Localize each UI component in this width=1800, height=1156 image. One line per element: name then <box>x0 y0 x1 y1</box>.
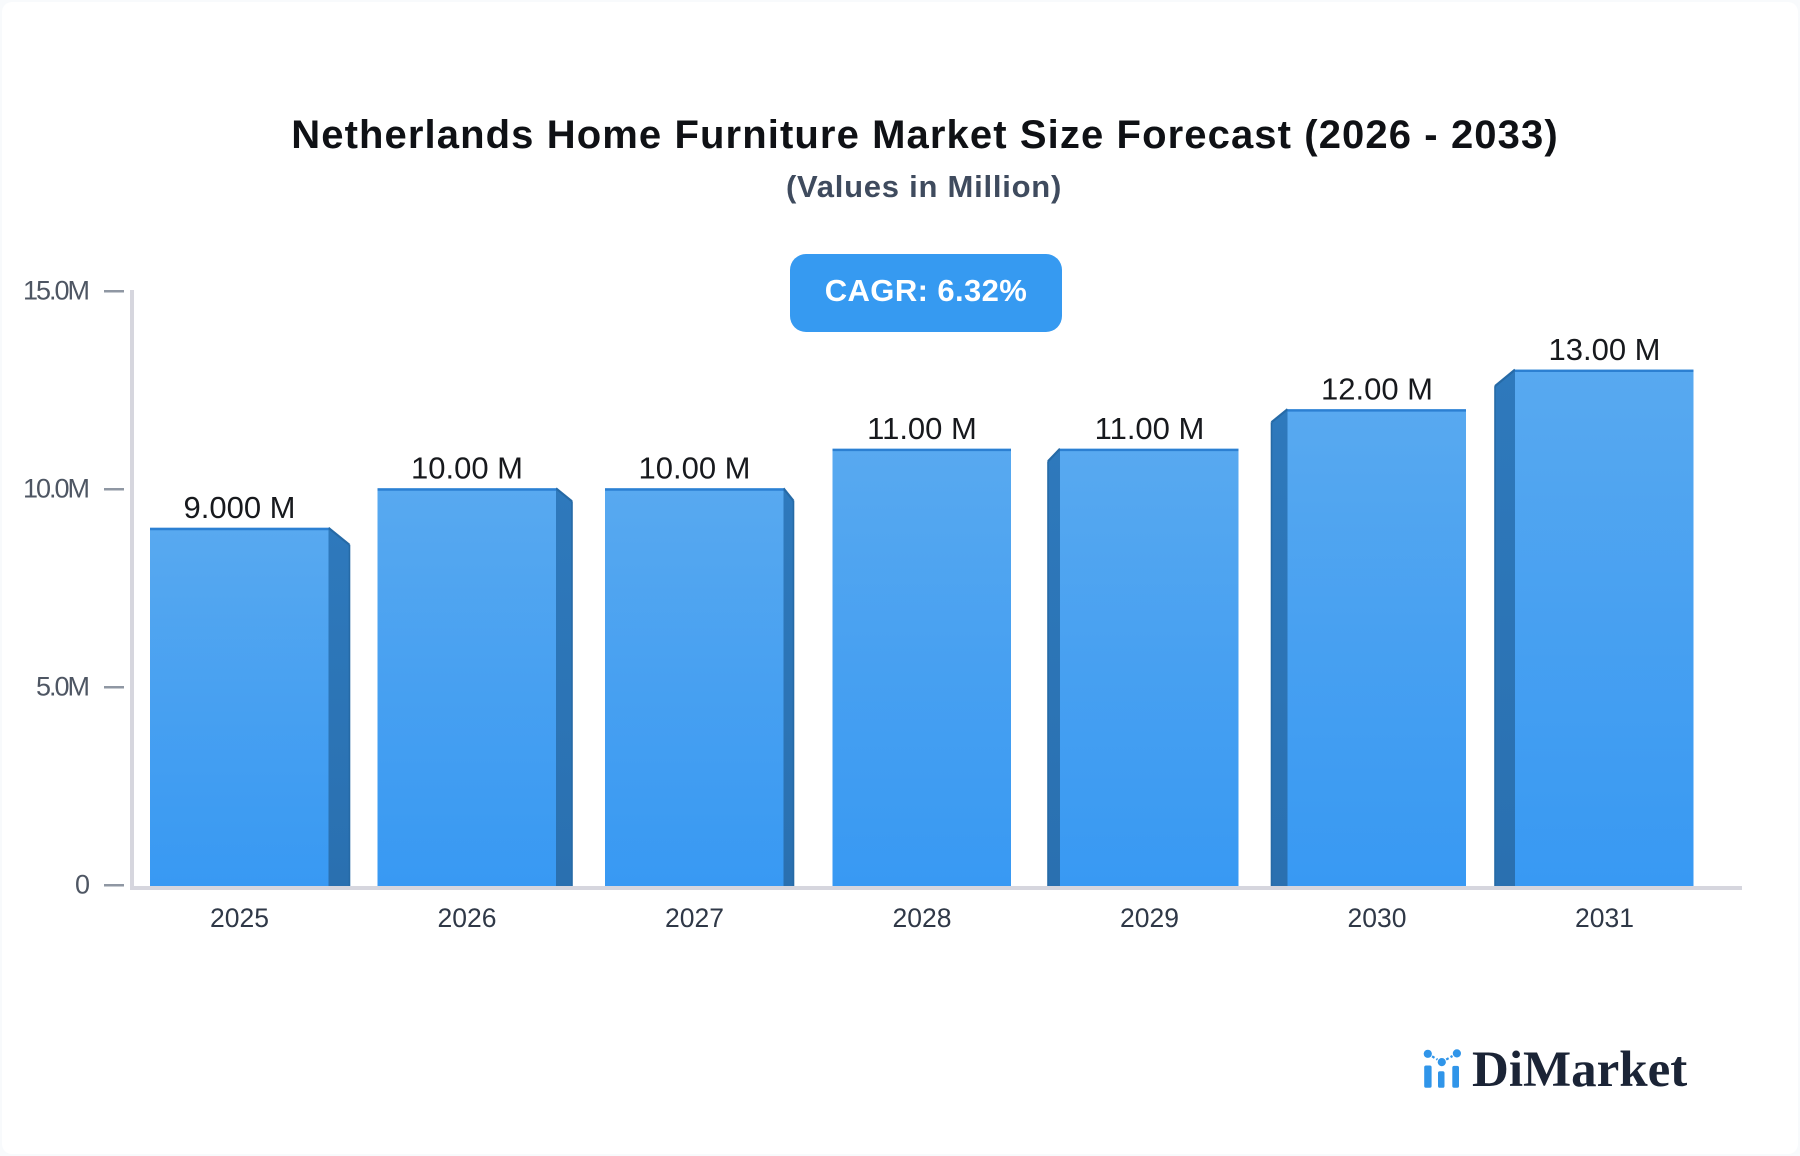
svg-text:15.0M: 15.0M <box>23 276 89 306</box>
svg-text:5.0M: 5.0M <box>36 672 89 702</box>
svg-text:2025: 2025 <box>210 903 269 933</box>
svg-text:DiMarket: DiMarket <box>1472 1042 1687 1098</box>
svg-text:10.00 M: 10.00 M <box>638 451 750 486</box>
svg-text:(Values in Million): (Values in Million) <box>786 169 1062 204</box>
svg-text:13.00 M: 13.00 M <box>1548 332 1660 367</box>
svg-text:9.000 M: 9.000 M <box>183 490 295 525</box>
svg-text:Netherlands Home Furniture Mar: Netherlands Home Furniture Market Size F… <box>291 113 1559 157</box>
svg-text:10.00 M: 10.00 M <box>411 451 523 486</box>
svg-text:CAGR: 6.32%: CAGR: 6.32% <box>825 273 1028 308</box>
svg-text:0: 0 <box>75 870 89 900</box>
svg-text:10.0M: 10.0M <box>23 474 89 504</box>
svg-text:12.00 M: 12.00 M <box>1321 372 1433 407</box>
svg-text:11.00 M: 11.00 M <box>867 411 977 446</box>
svg-text:2030: 2030 <box>1348 903 1407 933</box>
svg-text:2027: 2027 <box>665 903 724 933</box>
svg-text:2029: 2029 <box>1120 903 1179 933</box>
svg-text:2028: 2028 <box>893 903 952 933</box>
svg-text:2026: 2026 <box>438 903 497 933</box>
svg-text:11.00 M: 11.00 M <box>1095 411 1205 446</box>
svg-text:2031: 2031 <box>1575 903 1634 933</box>
